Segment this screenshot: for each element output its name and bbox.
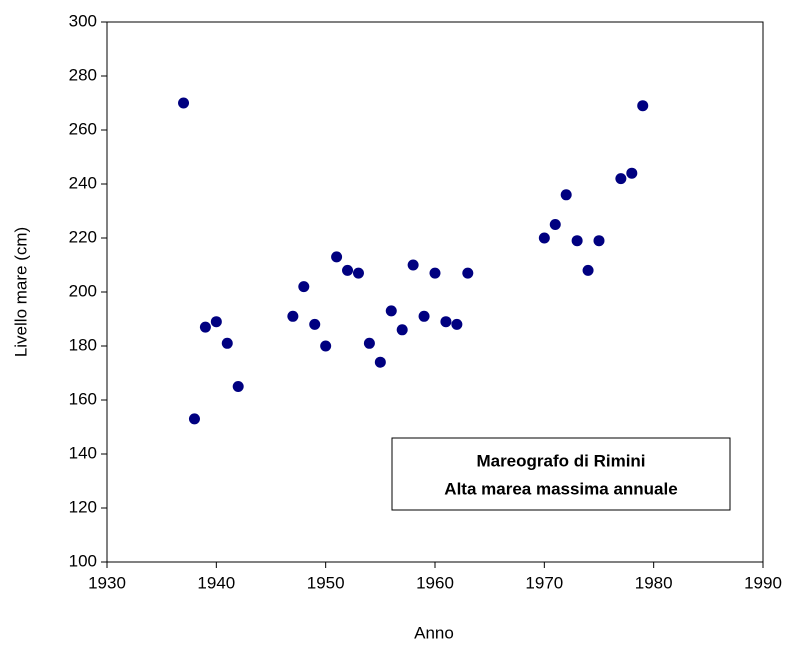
point <box>615 173 627 185</box>
point <box>232 381 244 392</box>
annotation-line: Alta marea massima annuale <box>444 479 677 498</box>
point <box>440 316 452 328</box>
y-tick-label: 240 <box>69 173 97 192</box>
y-tick-label: 100 <box>69 551 97 570</box>
x-tick-label: 1940 <box>197 573 235 592</box>
point <box>374 356 386 368</box>
point <box>538 232 550 244</box>
y-tick-label: 300 <box>69 11 97 30</box>
x-axis-label: Anno <box>414 623 454 642</box>
point <box>549 219 561 230</box>
point <box>560 189 572 201</box>
y-tick-label: 120 <box>69 497 97 516</box>
point <box>626 167 638 179</box>
point <box>199 321 211 333</box>
point <box>363 337 375 349</box>
point <box>287 310 299 322</box>
point <box>320 340 332 352</box>
point <box>429 267 441 279</box>
x-tick-label: 1970 <box>525 573 563 592</box>
point <box>210 316 222 328</box>
x-tick-label: 1930 <box>88 573 126 592</box>
point <box>418 310 430 322</box>
y-tick-label: 180 <box>69 335 97 354</box>
point <box>462 267 474 279</box>
y-tick-label: 220 <box>69 227 97 246</box>
point <box>593 235 605 247</box>
point <box>221 337 233 349</box>
point <box>582 264 594 276</box>
point <box>396 324 408 336</box>
point <box>385 305 397 317</box>
point <box>298 281 310 293</box>
x-tick-label: 1950 <box>307 573 345 592</box>
y-tick-label: 200 <box>69 281 97 300</box>
y-tick-label: 140 <box>69 443 97 462</box>
point <box>309 318 321 330</box>
x-tick-label: 1960 <box>416 573 454 592</box>
point <box>352 267 364 279</box>
point <box>407 259 419 271</box>
point <box>637 100 649 112</box>
x-tick-label: 1990 <box>744 573 782 592</box>
point <box>342 264 354 276</box>
annotation-line: Mareografo di Rimini <box>476 451 645 470</box>
point <box>331 251 343 263</box>
point <box>188 413 200 425</box>
point <box>178 97 190 109</box>
point <box>451 318 463 330</box>
point <box>571 235 583 247</box>
annotation-box: Mareografo di Rimini Alta marea massima … <box>391 437 731 511</box>
x-tick-label: 1980 <box>635 573 673 592</box>
y-tick-label: 160 <box>69 389 97 408</box>
annotation-frame <box>391 437 731 511</box>
y-axis-label: Livello mare (cm) <box>11 227 30 357</box>
y-tick-label: 260 <box>69 119 97 138</box>
y-tick-label: 280 <box>69 65 97 84</box>
